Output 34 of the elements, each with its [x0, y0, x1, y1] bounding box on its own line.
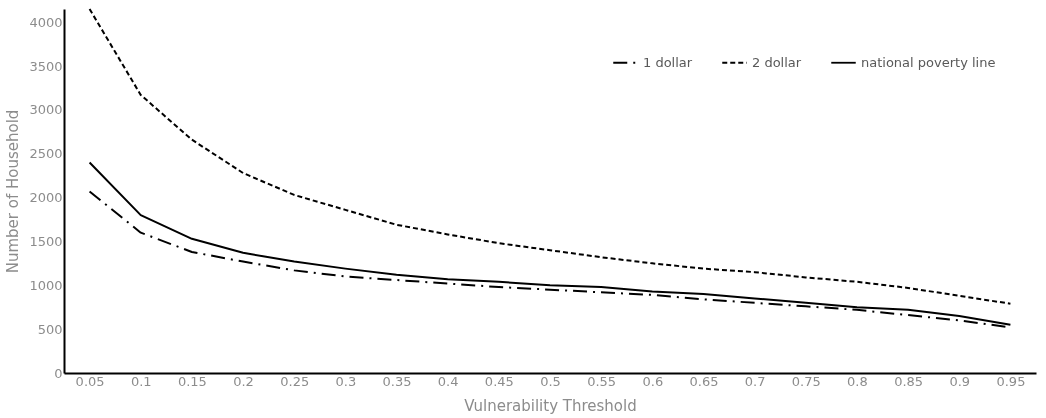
y-tick-label: 2500 [29, 146, 63, 162]
y-tick-label: 1000 [29, 277, 63, 293]
y-tick-label: 3500 [29, 58, 63, 74]
x-tick-label: 0.6 [642, 373, 664, 389]
y-tick-label: 2000 [29, 190, 63, 206]
x-tick-label: 0.4 [437, 373, 459, 389]
x-tick-label: 0.75 [791, 373, 821, 389]
y-tick-label: 500 [37, 321, 63, 337]
x-tick-label: 0.7 [744, 373, 766, 389]
x-tick-label: 0.05 [75, 373, 105, 389]
x-tick-label: 0.15 [177, 373, 207, 389]
y-tick-label: 3000 [29, 102, 63, 118]
x-tick-label: 0.9 [949, 373, 971, 389]
x-tick-label: 0.55 [587, 373, 617, 389]
x-tick-label: 0.95 [996, 373, 1026, 389]
y-tick-label: 4000 [29, 14, 63, 30]
x-tick-label: 0.35 [382, 373, 412, 389]
line-series [88, 8, 1012, 305]
x-tick-label: 0.85 [894, 373, 924, 389]
y-tick-label: 1500 [29, 233, 63, 249]
y-axis-title: Number of Household [4, 109, 23, 274]
x-tick-label: 0.8 [847, 373, 868, 389]
x-tick-label: 0.2 [233, 373, 254, 389]
legend-label: 1 dollar [643, 54, 693, 70]
legend-label: 2 dollar [752, 54, 802, 70]
x-tick-label: 0.45 [484, 373, 514, 389]
x-tick-label: 0.3 [335, 373, 357, 389]
x-tick-label: 0.25 [280, 373, 310, 389]
x-tick-label: 0.1 [130, 373, 152, 389]
y-tick-label: 0 [54, 365, 63, 381]
legend-label: national poverty line [861, 54, 996, 70]
x-tick-label: 0.65 [689, 373, 719, 389]
x-tick-label: 0.5 [540, 373, 561, 389]
x-axis-title: Vulnerability Threshold [464, 396, 637, 415]
